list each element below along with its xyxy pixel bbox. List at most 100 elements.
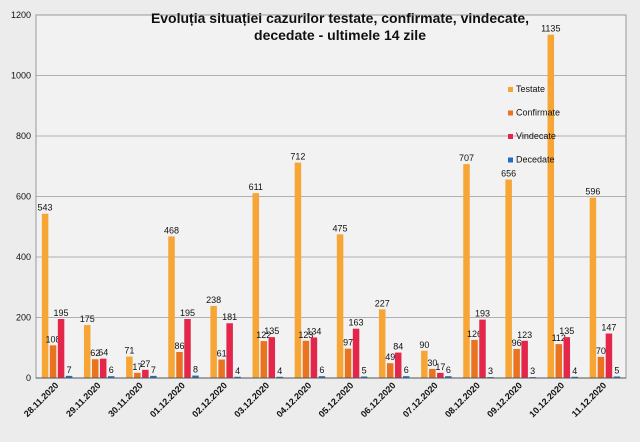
value-label: 707 (459, 153, 474, 163)
x-tick-label: 29.11.2020 (64, 380, 103, 419)
value-label: 656 (501, 169, 516, 179)
x-tick-label: 09.12.2020 (485, 380, 524, 419)
bar (192, 375, 199, 378)
value-label: 71 (124, 346, 134, 356)
value-label: 712 (290, 152, 305, 162)
value-label: 195 (54, 308, 69, 318)
value-label: 62 (90, 348, 100, 358)
x-tick-label: 02.12.2020 (190, 380, 229, 419)
bar (421, 350, 428, 378)
value-label: 84 (393, 342, 403, 352)
bar (276, 376, 284, 378)
value-label: 96 (512, 338, 522, 348)
value-label: 126 (467, 329, 482, 339)
bar (555, 344, 563, 378)
value-label: 61 (217, 349, 227, 359)
legend-swatch (508, 110, 513, 116)
value-label: 475 (333, 223, 348, 233)
bar (463, 164, 470, 378)
bar (150, 375, 157, 378)
legend-label: Testate (516, 84, 545, 94)
bar (547, 34, 555, 378)
value-label: 6 (404, 365, 409, 375)
y-tick-label: 1000 (11, 71, 31, 81)
bar (302, 340, 310, 378)
bar (394, 352, 402, 378)
bar (83, 325, 91, 378)
bar (597, 356, 605, 378)
bar (513, 348, 520, 378)
value-label: 86 (174, 341, 184, 351)
legend-swatch (508, 134, 513, 139)
bar (360, 376, 368, 378)
value-label: 4 (235, 366, 240, 376)
bar (429, 368, 436, 378)
value-label: 4 (572, 366, 577, 376)
bar (344, 348, 352, 378)
legend-label: Confirmate (516, 108, 560, 118)
value-label: 6 (446, 365, 451, 375)
y-tick-label: 1200 (11, 10, 31, 20)
x-tick-label: 07.12.2020 (401, 380, 440, 419)
bar (378, 309, 386, 378)
value-label: 123 (517, 330, 532, 340)
x-tick-label: 11.12.2020 (570, 380, 609, 419)
value-label: 8 (193, 365, 198, 375)
y-tick-label: 0 (26, 373, 31, 383)
bar (107, 376, 115, 378)
value-label: 90 (419, 340, 429, 350)
x-tick-label: 30.11.2020 (106, 380, 145, 419)
value-label: 227 (375, 298, 390, 308)
value-label: 6 (319, 365, 324, 375)
bar (445, 376, 452, 378)
value-label: 108 (46, 334, 61, 344)
bar (41, 213, 49, 378)
value-label: 6 (109, 365, 114, 375)
value-label: 17 (132, 362, 142, 372)
bar (479, 319, 486, 378)
bar (226, 323, 233, 378)
value-label: 3 (530, 366, 535, 376)
x-tick-label: 28.11.2020 (22, 380, 61, 419)
legend-swatch (508, 157, 513, 163)
bar (437, 372, 444, 378)
value-label: 7 (67, 365, 72, 375)
value-label: 195 (180, 308, 195, 318)
bar (252, 193, 260, 378)
value-label: 163 (349, 318, 364, 328)
legend-label: Vindecate (516, 131, 556, 141)
value-label: 5 (362, 365, 367, 375)
value-label: 193 (475, 309, 490, 319)
value-label: 27 (140, 359, 150, 369)
bar (218, 359, 225, 378)
value-label: 135 (264, 326, 279, 336)
x-tick-label: 06.12.2020 (359, 380, 398, 419)
bar (352, 328, 360, 378)
bar (386, 363, 394, 378)
value-label: 611 (249, 182, 263, 192)
value-label: 147 (601, 323, 616, 333)
bar (505, 179, 512, 378)
value-label: 70 (596, 346, 606, 356)
bar (260, 341, 268, 378)
bar (336, 234, 344, 378)
y-tick-label: 400 (16, 252, 31, 262)
bar (294, 162, 302, 378)
value-label: 3 (488, 366, 493, 376)
bar (234, 376, 241, 378)
bar (613, 376, 621, 378)
bar (589, 197, 597, 378)
value-label: 596 (585, 187, 600, 197)
value-label: 122 (256, 330, 271, 340)
bar (49, 345, 57, 378)
bar (268, 337, 276, 378)
bar (210, 306, 217, 378)
bar (99, 358, 107, 378)
bar (318, 376, 326, 378)
y-tick-label: 200 (16, 313, 31, 323)
bar (65, 375, 73, 378)
value-label: 134 (306, 326, 321, 336)
bar (563, 337, 571, 378)
value-label: 238 (206, 295, 221, 305)
x-tick-label: 04.12.2020 (274, 380, 313, 419)
